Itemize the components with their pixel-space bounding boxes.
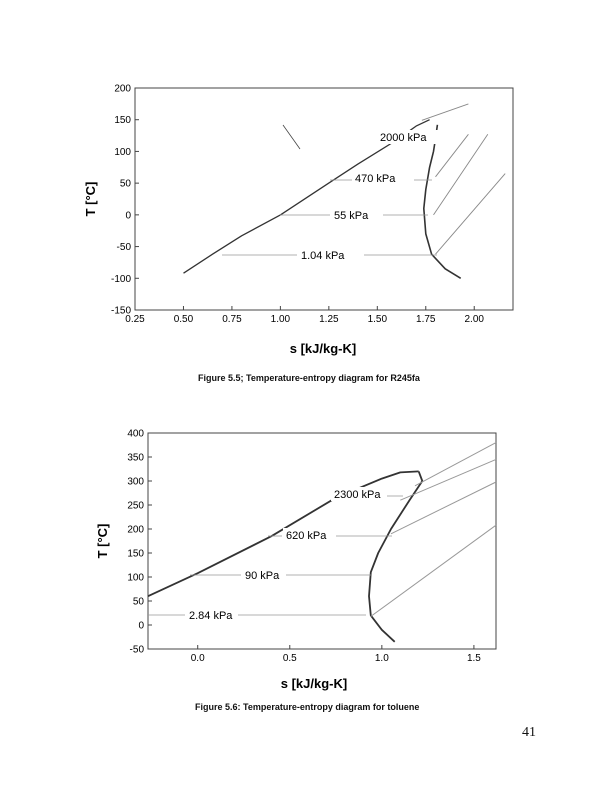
x-tick-label: 0.50 (174, 314, 194, 325)
pressure-label-470kpa: 470 kPa (355, 173, 396, 185)
y-tick-label: -50 (130, 645, 145, 656)
y-tick-label: 150 (127, 549, 144, 560)
y-tick-label: -100 (111, 274, 131, 285)
series-line-1 (368, 471, 424, 643)
x-tick-label: 1.5 (467, 653, 481, 664)
x-axis-label: s [kJ/kg-K] (290, 341, 356, 356)
pressure-label-55kpa: 55 kPa (334, 210, 369, 222)
y-axis-label: T [°C] (95, 524, 110, 559)
pressure-label-1-04kpa: 1.04 kPa (301, 250, 345, 262)
figure-caption-5-6: Figure 5.6: Temperature-entropy diagram … (195, 702, 420, 712)
pressure-label-2000kpa: 2000 kPa (380, 132, 427, 144)
series-line-3 (435, 134, 469, 178)
plot-frame (134, 87, 514, 311)
x-tick-label: 0.0 (191, 653, 205, 664)
x-tick-label: 1.25 (319, 314, 339, 325)
series-line-4 (433, 134, 489, 216)
x-tick-label: 0.5 (283, 653, 297, 664)
series-line-1 (422, 124, 462, 279)
series-line-2 (421, 103, 469, 121)
y-tick-label: 150 (114, 115, 131, 126)
series-line-5 (435, 173, 506, 255)
pressure-label-620kpa: 620 kPa (286, 530, 327, 542)
y-tick-label: -50 (117, 242, 132, 253)
y-tick-label: 250 (127, 501, 144, 512)
y-tick-label: 300 (127, 477, 144, 488)
plot-frame (147, 432, 497, 650)
x-tick-label: 1.75 (416, 314, 436, 325)
y-tick-label: 200 (114, 84, 131, 95)
x-tick-label: 1.0 (375, 653, 389, 664)
x-axis-label: s [kJ/kg-K] (281, 676, 347, 691)
page-number: 41 (522, 725, 536, 740)
series-line-5 (370, 524, 497, 617)
figure-caption-5-5: Figure 5.5; Temperature-entropy diagram … (198, 373, 420, 383)
x-tick-label: 2.00 (464, 314, 484, 325)
x-tick-label: 0.25 (125, 314, 145, 325)
y-axis-label: T [°C] (83, 182, 98, 217)
y-tick-label: 100 (127, 573, 144, 584)
isobar-leader-line (282, 124, 301, 150)
chart-toluene: 0.0 0.5 1.0 1.5400350300250200150100500-50 … (95, 429, 497, 691)
x-tick-label: 1.50 (368, 314, 388, 325)
y-tick-label: 0 (125, 210, 131, 221)
y-tick-label: 400 (127, 429, 144, 440)
series-line-4 (390, 481, 497, 535)
chart-r245fa: 0.25 0.50 0.75 1.00 1.25 1.50 1.75 2.00 200 150 10… (83, 84, 514, 356)
pressure-label-2300kpa: 2300 kPa (334, 489, 381, 501)
y-tick-label: 50 (133, 597, 145, 608)
pressure-label-2-84kpa: 2.84 kPa (189, 610, 233, 622)
y-tick-label: 100 (114, 147, 131, 158)
pressure-label-90kpa: 90 kPa (245, 570, 280, 582)
x-tick-label: 0.75 (222, 314, 242, 325)
y-tick-label: -150 (111, 306, 131, 317)
x-tick-label: 1.00 (271, 314, 291, 325)
series-line-2 (414, 442, 497, 487)
y-tick-label: 200 (127, 525, 144, 536)
y-tick-label: 350 (127, 453, 144, 464)
series-line-3 (400, 458, 497, 501)
y-tick-label: 50 (120, 179, 132, 190)
y-tick-label: 0 (138, 621, 144, 632)
